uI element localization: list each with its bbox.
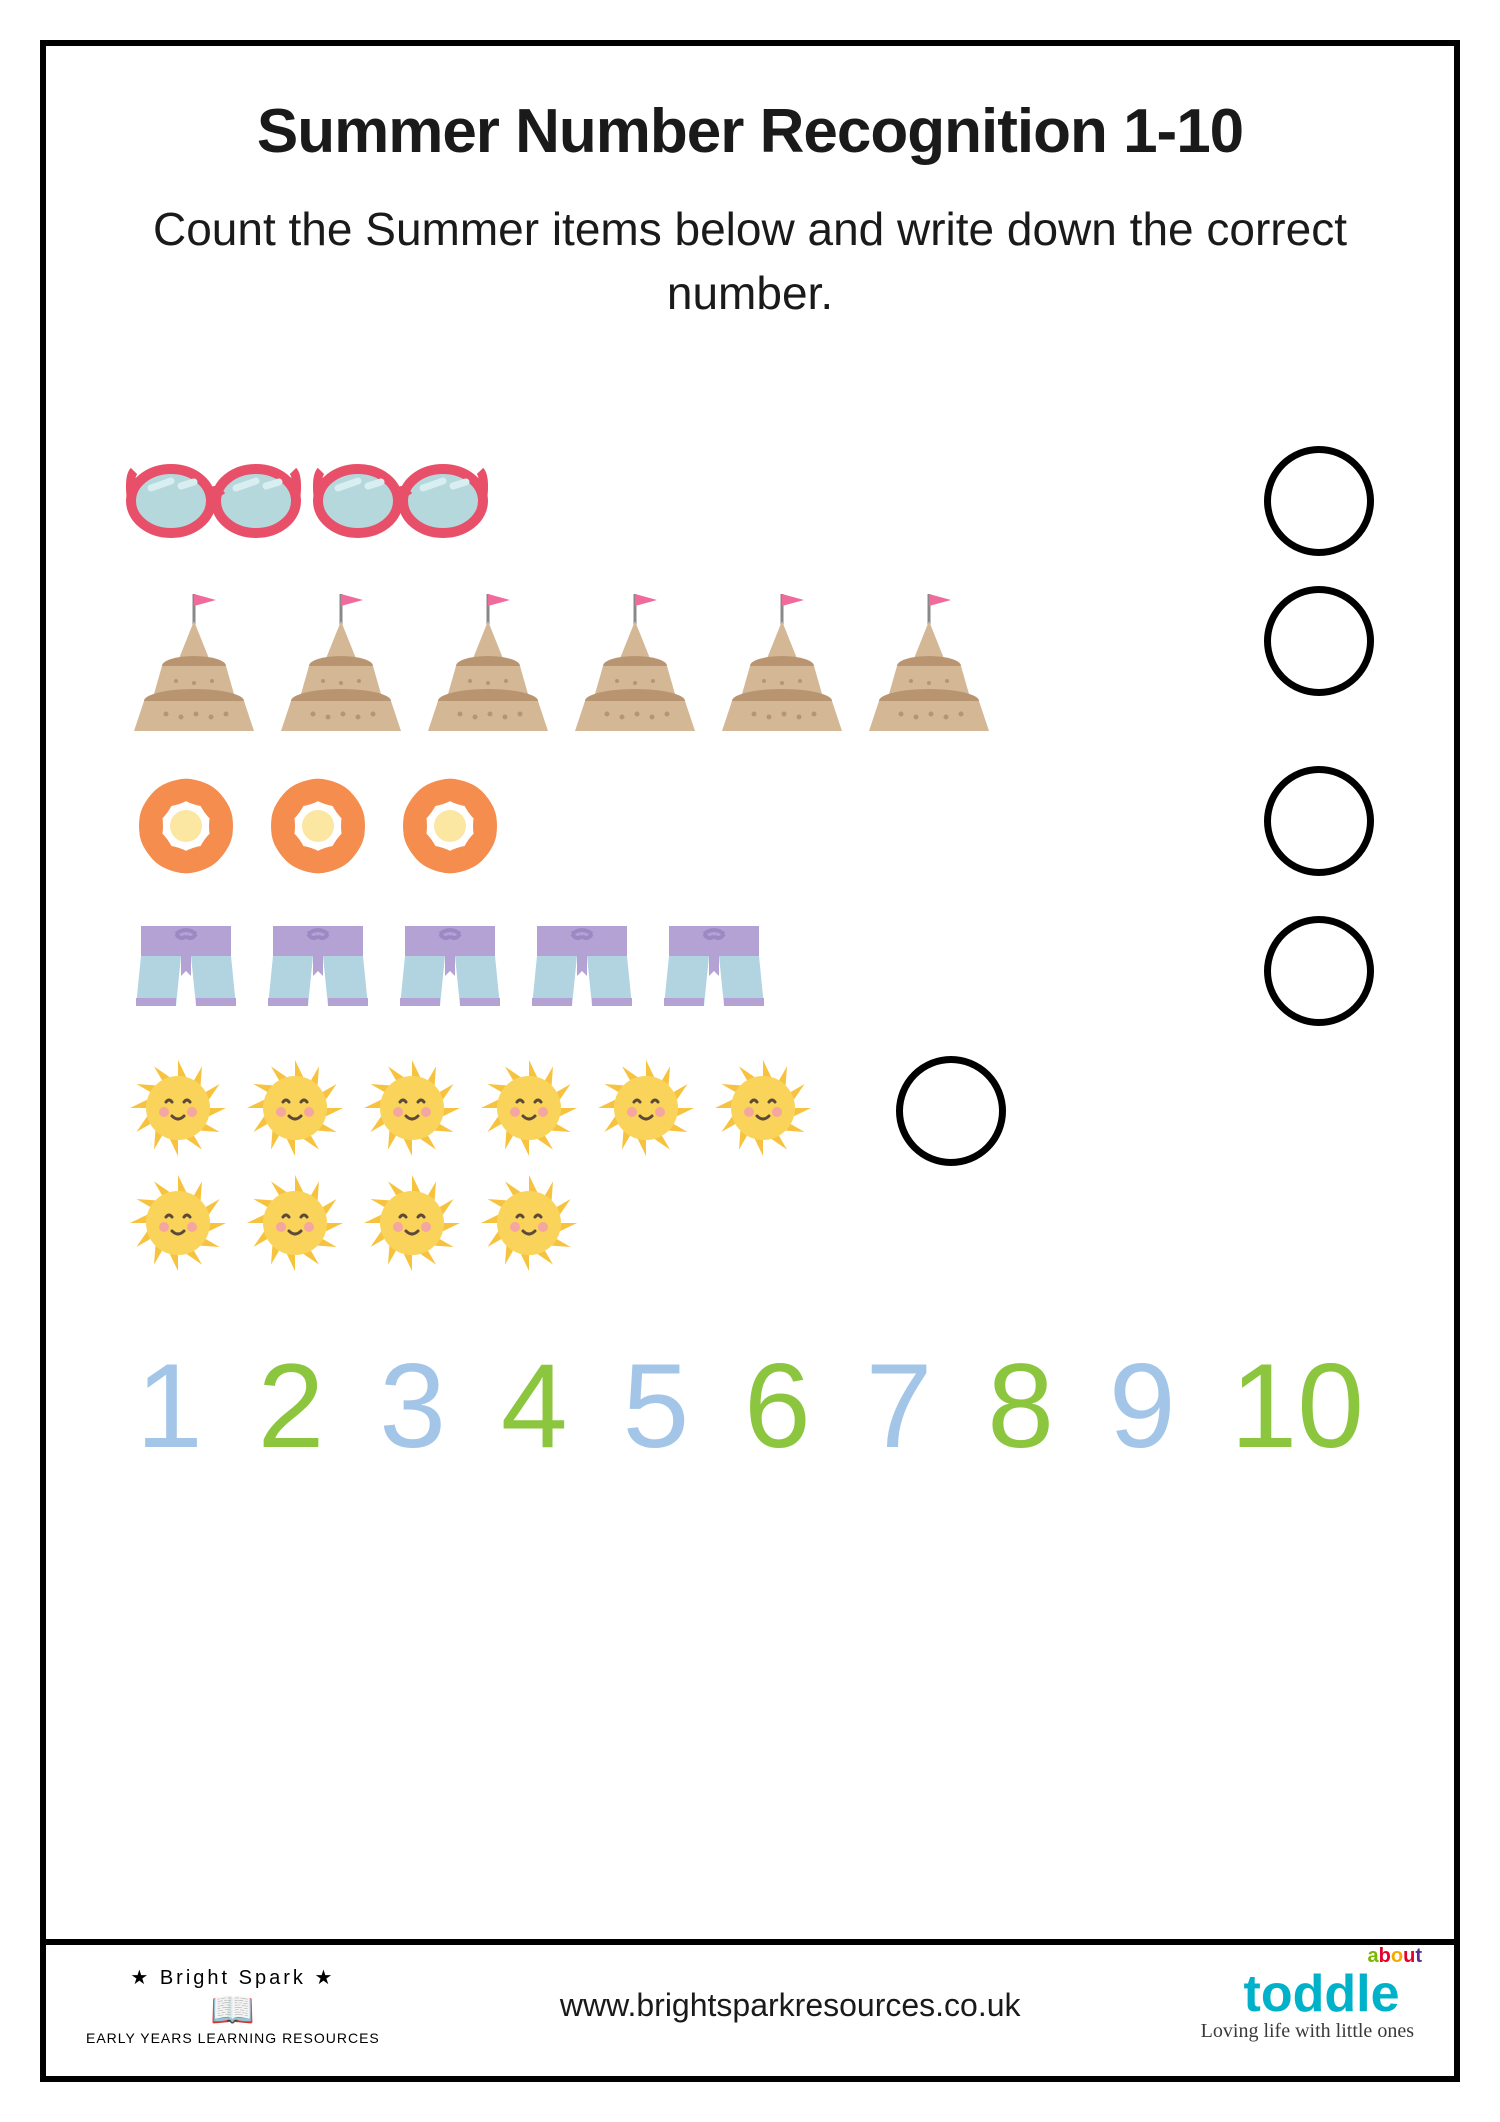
items-sandcastle xyxy=(126,586,1234,736)
brand-name: ★ Bright Spark ★ xyxy=(86,1965,380,1990)
counting-row-flower xyxy=(126,766,1374,886)
toddle-tagline: Loving life with little ones xyxy=(1201,2020,1414,2043)
sandcastle-icon xyxy=(420,586,555,736)
shorts-icon xyxy=(126,916,246,1016)
sun-icon xyxy=(243,1171,348,1276)
number-4: 4 xyxy=(501,1346,568,1466)
footer-url: www.brightsparkresources.co.uk xyxy=(560,1987,1021,2024)
number-6: 6 xyxy=(744,1346,811,1466)
sun-icon xyxy=(126,1056,231,1161)
sandcastle-icon xyxy=(126,586,261,736)
items-flower xyxy=(126,766,1234,886)
counting-row-shorts xyxy=(126,916,1374,1026)
number-7: 7 xyxy=(866,1346,933,1466)
flower-icon xyxy=(258,766,378,886)
number-2: 2 xyxy=(258,1346,325,1466)
toddle-logo: toddle about Loving life with little one… xyxy=(1201,1968,1414,2043)
sandcastle-icon xyxy=(714,586,849,736)
sun-icon xyxy=(711,1056,816,1161)
sun-icon xyxy=(360,1171,465,1276)
sun-icon xyxy=(126,1171,231,1276)
brand-sub: EARLY YEARS LEARNING RESOURCES xyxy=(86,2030,380,2046)
shorts-icon xyxy=(522,916,642,1016)
sun-icon xyxy=(477,1056,582,1161)
sandcastle-icon xyxy=(567,586,702,736)
counting-row-sandcastle xyxy=(126,586,1374,736)
sandcastle-icon xyxy=(273,586,408,736)
shorts-icon xyxy=(390,916,510,1016)
items-sunglasses xyxy=(126,446,1234,546)
worksheet-page: Summer Number Recognition 1-10 Count the… xyxy=(40,40,1460,2082)
counting-row-sunglasses xyxy=(126,446,1374,556)
number-10: 10 xyxy=(1230,1346,1363,1466)
number-5: 5 xyxy=(622,1346,689,1466)
counting-row-sun xyxy=(126,1056,1374,1276)
counting-rows xyxy=(96,446,1404,1276)
shorts-icon xyxy=(654,916,774,1016)
number-9: 9 xyxy=(1109,1346,1176,1466)
flower-icon xyxy=(126,766,246,886)
sunglasses-icon xyxy=(126,446,301,546)
number-strip: 123456789 10 xyxy=(96,1316,1404,1496)
instruction-text: Count the Summer items below and write d… xyxy=(96,197,1404,326)
answer-circle-sunglasses[interactable] xyxy=(1264,446,1374,556)
sun-icon xyxy=(477,1171,582,1276)
number-8: 8 xyxy=(987,1346,1054,1466)
answer-circle-shorts[interactable] xyxy=(1264,916,1374,1026)
sunglasses-icon xyxy=(313,446,488,546)
items-sun xyxy=(126,1056,866,1276)
flower-icon xyxy=(390,766,510,886)
sandcastle-icon xyxy=(861,586,996,736)
sun-icon xyxy=(360,1056,465,1161)
shorts-icon xyxy=(258,916,378,1016)
footer: ★ Bright Spark ★ 📖 EARLY YEARS LEARNING … xyxy=(46,1939,1454,2076)
bright-spark-logo: ★ Bright Spark ★ 📖 EARLY YEARS LEARNING … xyxy=(86,1965,380,2046)
answer-circle-sandcastle[interactable] xyxy=(1264,586,1374,696)
page-title: Summer Number Recognition 1-10 xyxy=(96,96,1404,167)
number-1: 1 xyxy=(136,1346,203,1466)
number-3: 3 xyxy=(379,1346,446,1466)
sun-icon xyxy=(243,1056,348,1161)
book-icon: 📖 xyxy=(86,1992,380,2028)
items-shorts xyxy=(126,916,1234,1016)
toddle-brand: toddle about xyxy=(1201,1968,1414,2020)
answer-circle-sun[interactable] xyxy=(896,1056,1006,1166)
answer-circle-flower[interactable] xyxy=(1264,766,1374,876)
sun-icon xyxy=(594,1056,699,1161)
